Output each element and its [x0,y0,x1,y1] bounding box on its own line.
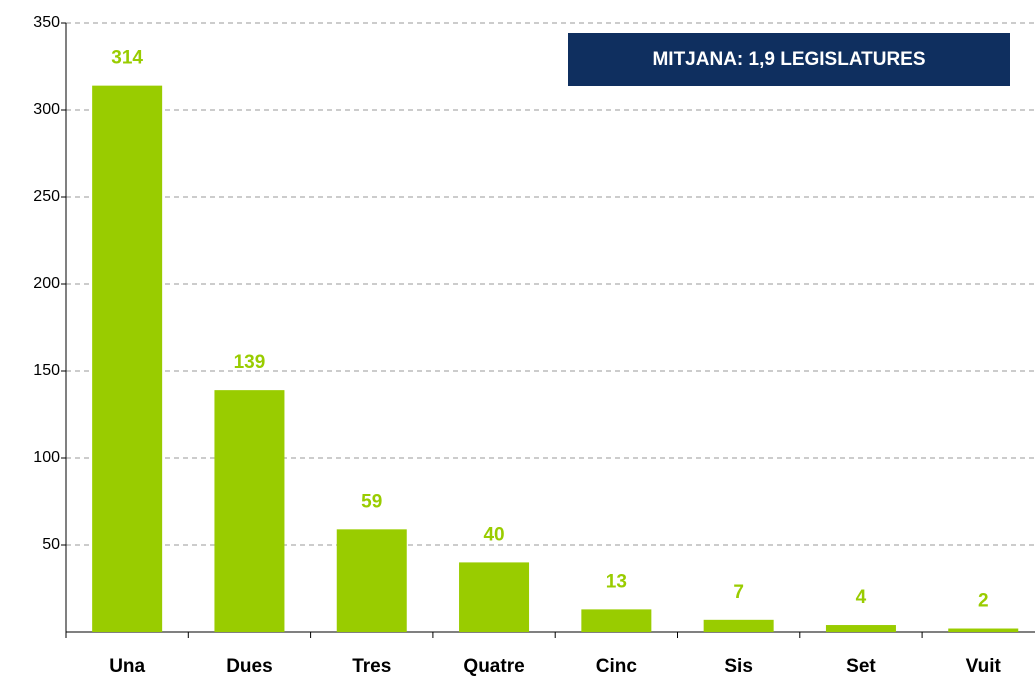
value-label: 40 [483,524,504,545]
value-label: 7 [733,582,744,603]
x-tick-label: Sis [724,656,753,677]
x-tick-label: Quatre [463,656,524,677]
value-label: 4 [856,587,867,608]
value-label: 314 [111,48,143,69]
x-tick-label: Una [109,656,145,677]
value-label: 13 [606,571,627,592]
bar [581,609,652,632]
y-tick-label: 200 [33,275,60,292]
annotation-box [568,33,1010,86]
x-tick-label: Set [846,656,876,677]
x-tick-label: Cinc [596,656,638,677]
bar [948,628,1019,632]
bar [336,529,407,632]
y-tick-label: 350 [33,14,60,31]
bar [92,85,163,632]
annotation: MITJANA: 1,9 LEGISLATURES [652,49,925,70]
value-label: 139 [234,352,266,373]
value-label: 2 [978,591,989,612]
bar [825,625,896,632]
x-tick-label: Tres [352,656,391,677]
value-label: 59 [361,491,382,512]
y-tick-label: 150 [33,362,60,379]
y-tick-label: 50 [42,536,60,553]
bar [214,390,285,632]
x-tick-label: Dues [226,656,272,677]
y-tick-label: 300 [33,101,60,118]
y-tick-label: 250 [33,188,60,205]
bar [459,562,530,632]
bar [703,619,774,632]
y-tick-label: 100 [33,449,60,466]
x-tick-label: Vuit [966,656,1002,677]
